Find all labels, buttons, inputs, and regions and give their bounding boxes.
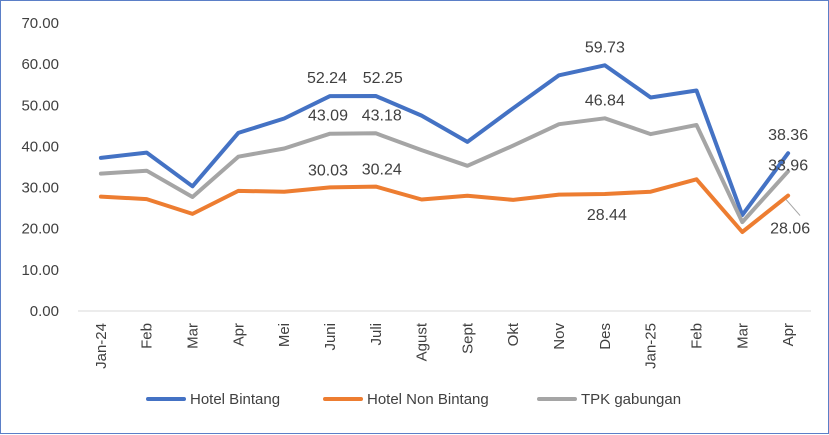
data-label: 30.03 xyxy=(308,162,348,179)
x-tick-label: Okt xyxy=(505,322,522,346)
x-tick-label: Feb xyxy=(139,323,156,349)
y-tick-label: 70.00 xyxy=(21,15,59,32)
y-tick-label: 60.00 xyxy=(21,56,59,73)
series-line-hotel-non-bintang xyxy=(98,177,791,234)
series-line-hotel-bintang xyxy=(98,63,791,218)
x-tick-label: Jan-24 xyxy=(93,323,110,369)
y-tick-label: 30.00 xyxy=(21,180,59,197)
legend-label: Hotel Non Bintang xyxy=(367,391,489,408)
y-tick-label: 50.00 xyxy=(21,97,59,114)
data-label: 33.96 xyxy=(768,157,808,174)
x-tick-label: Mar xyxy=(734,323,751,349)
x-tick-label: Juni xyxy=(322,323,339,351)
data-label: 52.25 xyxy=(363,70,403,87)
y-tick-label: 0.00 xyxy=(30,303,59,320)
legend-label: Hotel Bintang xyxy=(190,391,280,408)
x-tick-label: Des xyxy=(597,323,614,350)
data-label: 46.84 xyxy=(585,92,625,109)
x-tick-label: Apr xyxy=(230,323,247,346)
data-label: 59.73 xyxy=(585,39,625,56)
data-label: 43.09 xyxy=(308,108,348,125)
data-label: 30.24 xyxy=(362,162,402,179)
x-tick-label: Mei xyxy=(276,323,293,347)
x-tick-label: Juli xyxy=(368,323,385,346)
x-tick-label: Mar xyxy=(185,323,202,349)
legend-label: TPK gabungan xyxy=(581,391,681,408)
data-label: 28.06 xyxy=(770,221,810,238)
x-tick-label: Nov xyxy=(551,323,568,350)
series-line-tpk-gabungan xyxy=(98,116,791,225)
data-label: 52.24 xyxy=(307,70,347,87)
x-tick-label: Sept xyxy=(459,322,476,354)
x-tick-label: Feb xyxy=(688,323,705,349)
x-tick-label: Apr xyxy=(780,323,797,346)
y-tick-label: 10.00 xyxy=(21,262,59,279)
y-tick-label: 40.00 xyxy=(21,138,59,155)
data-label: 28.44 xyxy=(587,207,627,224)
data-label: 38.36 xyxy=(768,127,808,144)
leader-line xyxy=(785,199,801,216)
data-label: 43.18 xyxy=(362,107,402,124)
x-tick-label: Agust xyxy=(414,322,431,361)
x-tick-label: Jan-25 xyxy=(643,323,660,369)
y-tick-label: 20.00 xyxy=(21,221,59,238)
